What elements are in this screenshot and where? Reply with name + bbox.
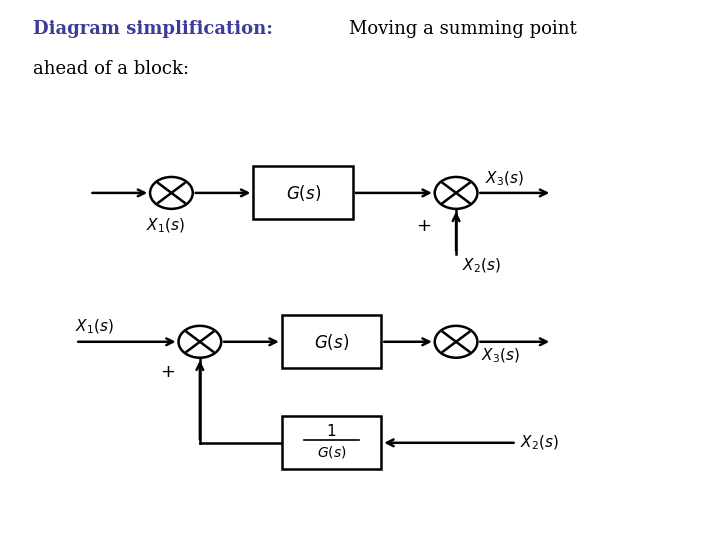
Text: Diagram simplification:: Diagram simplification: [32, 20, 272, 38]
Text: $+$: $+$ [160, 363, 175, 381]
Text: ahead of a block:: ahead of a block: [32, 60, 189, 78]
Text: $G(s)$: $G(s)$ [286, 183, 320, 203]
Bar [253, 166, 353, 219]
Bar [282, 416, 382, 469]
Bar [282, 315, 382, 368]
Text: $1$: $1$ [326, 423, 337, 438]
Text: $X_1(s)$: $X_1(s)$ [146, 217, 185, 235]
Text: $+$: $+$ [416, 217, 431, 235]
Text: $X_2(s)$: $X_2(s)$ [520, 434, 559, 452]
Text: Moving a summing point: Moving a summing point [349, 20, 577, 38]
Text: $X_2(s)$: $X_2(s)$ [462, 256, 500, 275]
Text: $G(s)$: $G(s)$ [314, 332, 349, 352]
Text: $X_3(s)$: $X_3(s)$ [481, 347, 520, 366]
Text: $X_1(s)$: $X_1(s)$ [76, 318, 114, 336]
Text: $G(s)$: $G(s)$ [317, 444, 346, 460]
Text: $X_3(s)$: $X_3(s)$ [485, 169, 523, 187]
